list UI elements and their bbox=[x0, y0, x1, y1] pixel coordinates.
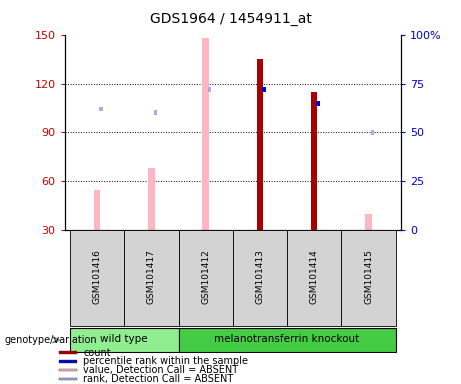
Text: count: count bbox=[83, 348, 111, 358]
Bar bbox=[154, 111, 157, 115]
Bar bbox=[59, 351, 77, 354]
Bar bbox=[148, 169, 154, 230]
Bar bbox=[59, 361, 77, 362]
Bar bbox=[257, 59, 263, 230]
Bar bbox=[233, 230, 287, 326]
Bar bbox=[287, 230, 341, 326]
Text: GDS1964 / 1454911_at: GDS1964 / 1454911_at bbox=[149, 12, 312, 25]
Text: wild type: wild type bbox=[100, 334, 148, 344]
Text: GSM101417: GSM101417 bbox=[147, 249, 156, 304]
Text: GSM101414: GSM101414 bbox=[310, 249, 319, 304]
Text: GSM101416: GSM101416 bbox=[93, 249, 101, 304]
Bar bbox=[262, 87, 266, 92]
Bar bbox=[371, 130, 374, 135]
Text: GSM101415: GSM101415 bbox=[364, 249, 373, 304]
Text: melanotransferrin knockout: melanotransferrin knockout bbox=[214, 334, 360, 344]
Text: GSM101413: GSM101413 bbox=[255, 249, 265, 304]
Bar bbox=[59, 378, 77, 381]
Bar bbox=[124, 230, 178, 326]
Text: rank, Detection Call = ABSENT: rank, Detection Call = ABSENT bbox=[83, 374, 234, 384]
Bar bbox=[178, 230, 233, 326]
Bar bbox=[208, 87, 211, 92]
Bar bbox=[59, 369, 77, 371]
Bar bbox=[70, 328, 178, 352]
Bar bbox=[341, 230, 396, 326]
Bar bbox=[365, 214, 372, 230]
Bar bbox=[202, 38, 209, 230]
Bar bbox=[178, 328, 396, 352]
Text: percentile rank within the sample: percentile rank within the sample bbox=[83, 356, 248, 366]
Bar bbox=[94, 190, 100, 230]
Text: genotype/variation: genotype/variation bbox=[5, 335, 97, 345]
Bar bbox=[100, 106, 103, 111]
Bar bbox=[311, 92, 318, 230]
Text: value, Detection Call = ABSENT: value, Detection Call = ABSENT bbox=[83, 366, 238, 376]
Bar bbox=[316, 101, 320, 106]
Text: GSM101412: GSM101412 bbox=[201, 249, 210, 304]
Bar bbox=[70, 230, 124, 326]
